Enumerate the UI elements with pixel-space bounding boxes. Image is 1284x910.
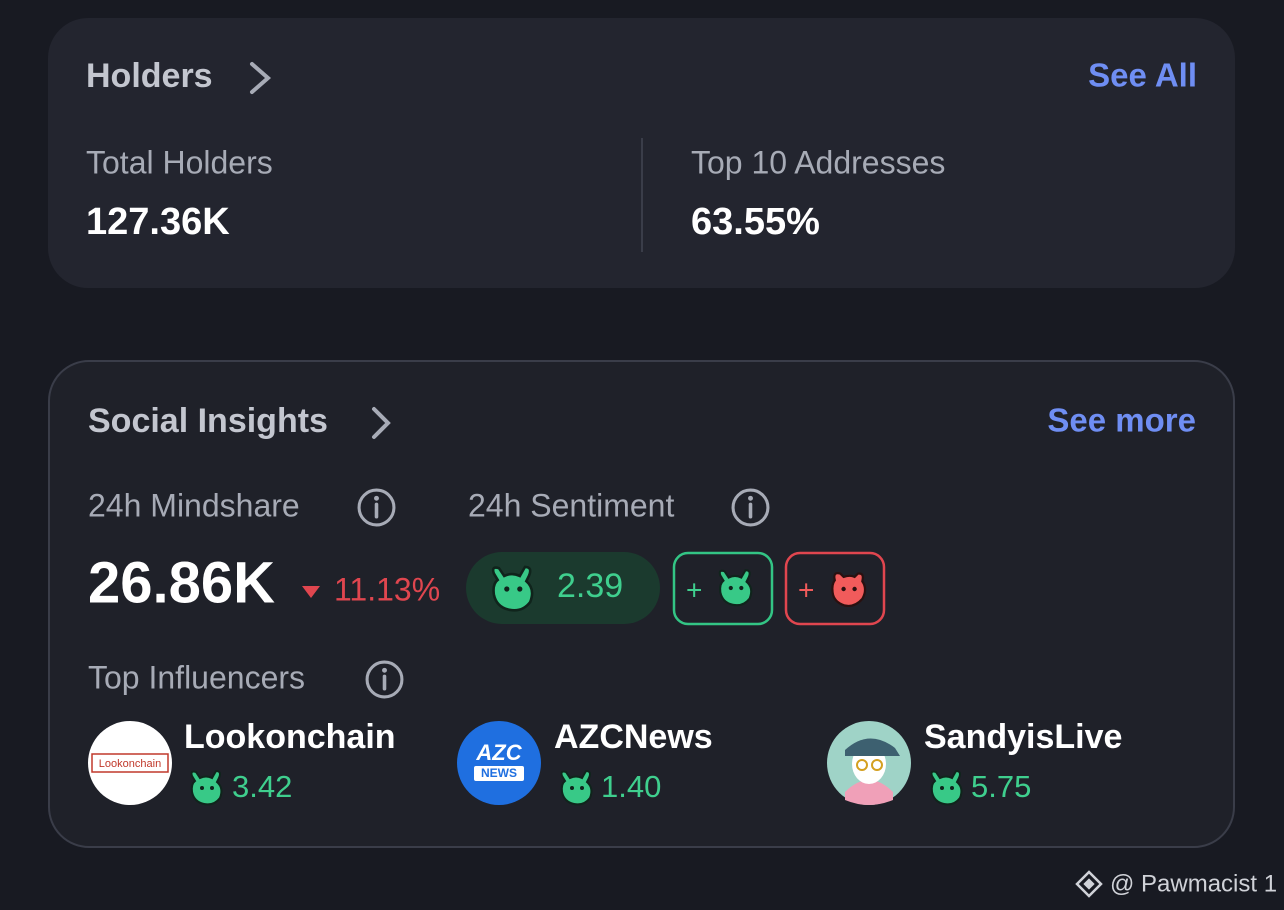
mindshare-change: 11.13% — [334, 571, 440, 607]
bull-vote-button[interactable] — [672, 551, 774, 626]
avatar-art — [845, 780, 893, 805]
bear-vote-button[interactable] — [784, 551, 886, 626]
button-plus[interactable]: + — [686, 574, 702, 605]
sentiment-label: 24h Sentiment — [468, 487, 674, 523]
section-title[interactable]: Holders — [86, 57, 213, 95]
influencer-score: 5.75 — [971, 769, 1031, 804]
avatar-badge — [474, 766, 524, 781]
avatar[interactable] — [88, 721, 172, 805]
stat-value: 63.55% — [691, 201, 820, 243]
bull-icon — [930, 770, 963, 806]
influencer-name[interactable]: Lookonchain — [184, 718, 396, 756]
chevron[interactable] — [372, 407, 391, 439]
bull-icon — [560, 770, 593, 806]
mindshare-label: 24h Mindshare — [88, 487, 300, 523]
chevron[interactable] — [250, 62, 272, 94]
avatar[interactable] — [457, 721, 541, 805]
avatar-text: Lookonchain — [99, 758, 161, 770]
see-all-link[interactable]: See All — [1088, 57, 1197, 94]
influencer-score: 1.40 — [601, 769, 661, 804]
button-plus[interactable]: + — [798, 574, 814, 605]
avatar-text: AZC — [475, 740, 522, 765]
see-more-link[interactable]: See more — [1047, 402, 1196, 439]
avatar-logo — [91, 753, 169, 773]
avatar-art — [871, 759, 883, 771]
section-title[interactable]: Social Insights — [88, 402, 328, 440]
avatar-art — [856, 759, 868, 771]
influencer-name[interactable]: SandyisLive — [924, 718, 1122, 756]
bear-icon[interactable] — [831, 572, 867, 608]
influencer-score: 3.42 — [232, 769, 292, 804]
down-arrow — [302, 586, 320, 598]
avatar-art — [845, 738, 900, 756]
influencers-title: Top Influencers — [88, 659, 305, 695]
avatar-subtext: NEWS — [481, 766, 517, 780]
influencer-name[interactable]: AZCNews — [554, 718, 713, 756]
stat-value: 127.36K — [86, 201, 230, 243]
bull-icon[interactable] — [718, 569, 753, 607]
watermark-logo — [1075, 870, 1103, 898]
bull-icon — [491, 565, 534, 612]
sentiment-score: 2.39 — [557, 567, 623, 605]
mindshare-value: 26.86K — [88, 550, 275, 615]
stat-label: Top 10 Addresses — [691, 144, 945, 180]
stat-label: Total Holders — [86, 144, 273, 180]
watermark: @ Pawmacist 1 — [1110, 870, 1277, 897]
bull-icon — [190, 770, 223, 806]
